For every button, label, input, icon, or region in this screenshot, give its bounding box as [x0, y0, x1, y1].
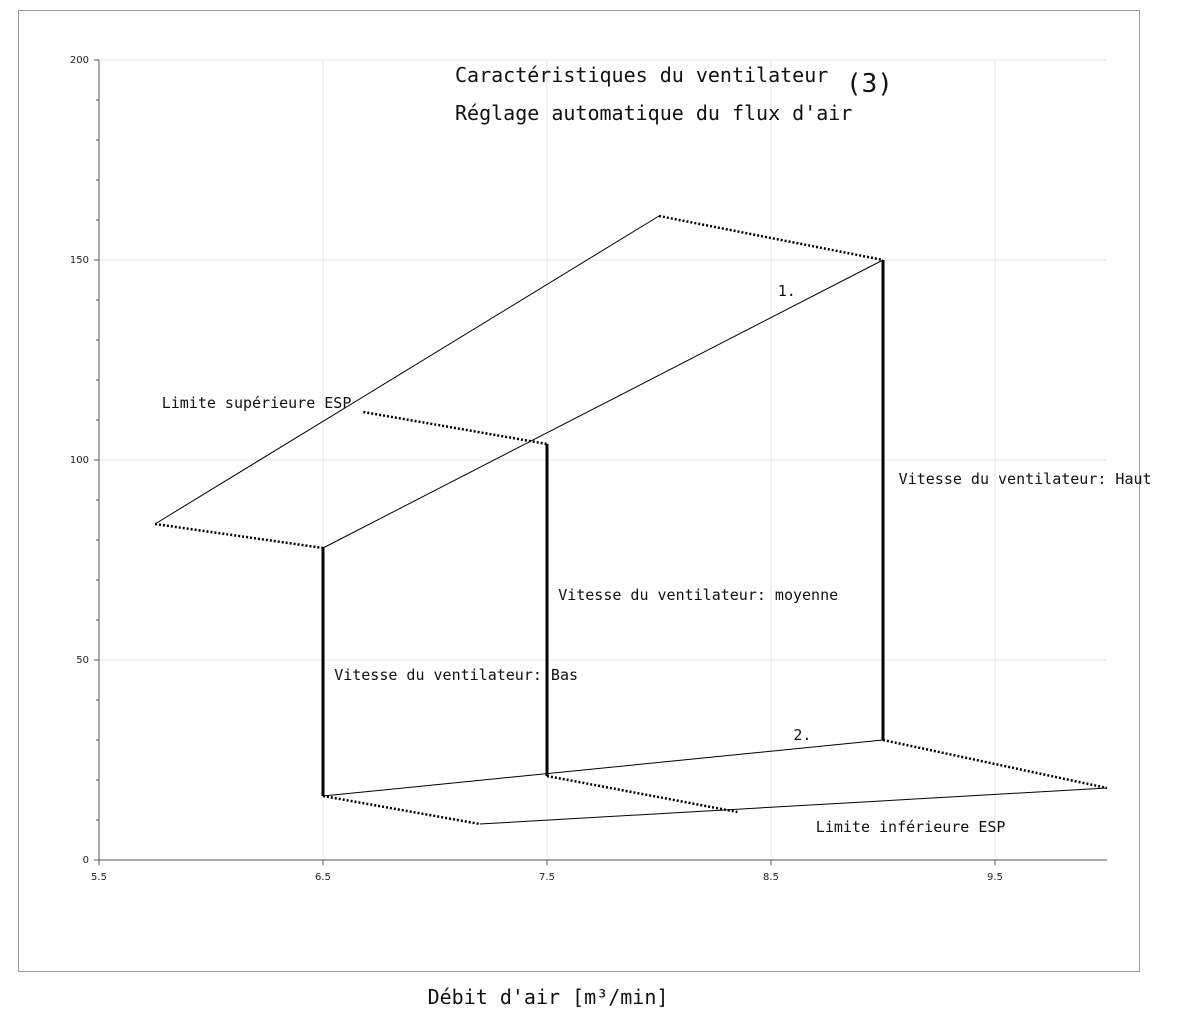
curve-line — [154, 215, 660, 525]
x-tick-label: 9.5 — [987, 872, 1003, 883]
dashed-boundary-line — [322, 794, 481, 826]
curve-line — [322, 739, 884, 797]
annotation-label: Vitesse du ventilateur: moyenne — [558, 586, 838, 604]
y-tick-label: 150 — [70, 255, 89, 266]
chart-subtitle: Réglage automatique du flux d'air — [455, 101, 852, 125]
label-layer: Limite supérieure ESP 1. Vitesse du ventil… — [162, 282, 1152, 836]
x-tick-label: 8.5 — [763, 872, 779, 883]
x-tick-label: 7.5 — [539, 872, 555, 883]
dashed-boundary-line — [363, 410, 548, 446]
annotation-label: Limite inférieure ESP — [816, 818, 1006, 836]
chart-title: Caractéristiques du ventilateur — [455, 63, 828, 87]
y-tick-label: 200 — [70, 55, 89, 66]
chart-title-suffix: (3) — [846, 69, 893, 99]
dashed-boundary-line — [154, 522, 324, 550]
annotation-label: 1. — [778, 282, 796, 300]
x-tick-label: 6.5 — [315, 872, 331, 883]
x-tick-label: 5.5 — [91, 872, 107, 883]
y-tick-label: 100 — [70, 455, 89, 466]
curve-line — [479, 787, 1108, 825]
curve-line — [322, 259, 884, 549]
annotation-label: 2. — [793, 726, 811, 744]
annotation-label: Limite supérieure ESP — [162, 394, 352, 412]
dashed-boundary-line — [546, 774, 738, 814]
series-layer — [154, 214, 1108, 826]
axes-layer: 0 50 100 150 200 5.5 6.5 7.5 8.5 9.5 — [70, 55, 1107, 883]
y-tick-label: 0 — [83, 855, 89, 866]
grid-layer — [99, 59, 1107, 860]
annotation-label: Vitesse du ventilateur: Bas — [334, 666, 578, 684]
chart-frame — [18, 10, 1140, 972]
x-axis-label: Débit d'air [m³/min] — [428, 985, 669, 1009]
y-tick-label: 50 — [76, 655, 89, 666]
annotation-label: Vitesse du ventilateur: Haut — [899, 470, 1152, 488]
